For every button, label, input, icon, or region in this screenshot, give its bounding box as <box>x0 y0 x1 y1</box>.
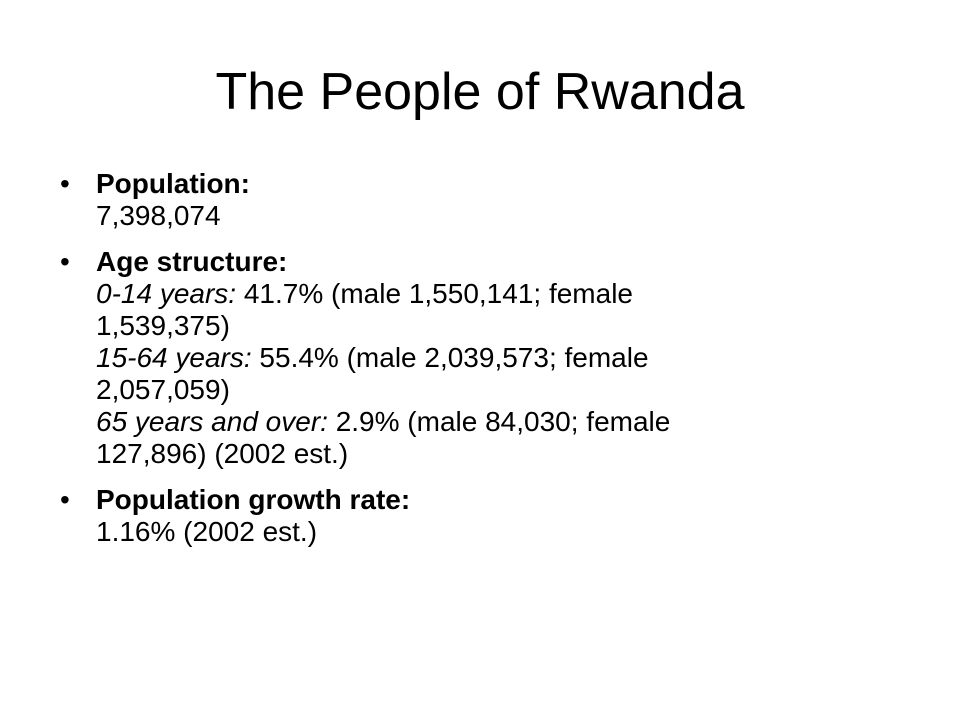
slide-title: The People of Rwanda <box>215 63 745 121</box>
age-group-65-plus-stats: 2.9% (male 84,030; female <box>327 406 671 437</box>
age-range-0-14: 0-14 years: <box>96 278 237 309</box>
bullet-icon: • <box>60 168 70 199</box>
age-group-65-plus-continued: 127,896) (2002 est.) <box>96 438 349 469</box>
bullet-growth-rate: • Population growth rate: 1.16% (2002 es… <box>60 484 920 548</box>
bullet-list: • Population: 7,398,074 • Age structure:… <box>60 168 920 548</box>
age-group-0-14-continued: 1,539,375) <box>96 310 230 341</box>
population-label: Population: <box>96 168 250 199</box>
population-value: 7,398,074 <box>96 200 221 231</box>
age-group-15-64-stats: 55.4% (male 2,039,573; female <box>251 342 649 373</box>
growth-rate-value: 1.16% (2002 est.) <box>96 516 318 547</box>
age-group-65-plus-line: 65 years and over: 2.9% (male 84,030; fe… <box>96 406 920 438</box>
bullet-icon: • <box>60 484 70 515</box>
age-group-15-64-line: 15-64 years: 55.4% (male 2,039,573; fema… <box>96 342 920 374</box>
bullet-population: • Population: 7,398,074 <box>60 168 920 232</box>
age-group-15-64-continued: 2,057,059) <box>96 374 230 405</box>
age-range-65-plus: 65 years and over: <box>96 406 328 437</box>
age-group-0-14-stats: 41.7% (male 1,550,141; female <box>236 278 633 309</box>
age-group-0-14-line: 0-14 years: 41.7% (male 1,550,141; femal… <box>96 278 920 310</box>
age-range-15-64: 15-64 years: <box>96 342 252 373</box>
bullet-icon: • <box>60 246 70 277</box>
bullet-age-structure: • Age structure: 0-14 years: 41.7% (male… <box>60 246 920 470</box>
age-structure-label: Age structure: <box>96 246 288 277</box>
growth-rate-label: Population growth rate: <box>96 484 411 515</box>
